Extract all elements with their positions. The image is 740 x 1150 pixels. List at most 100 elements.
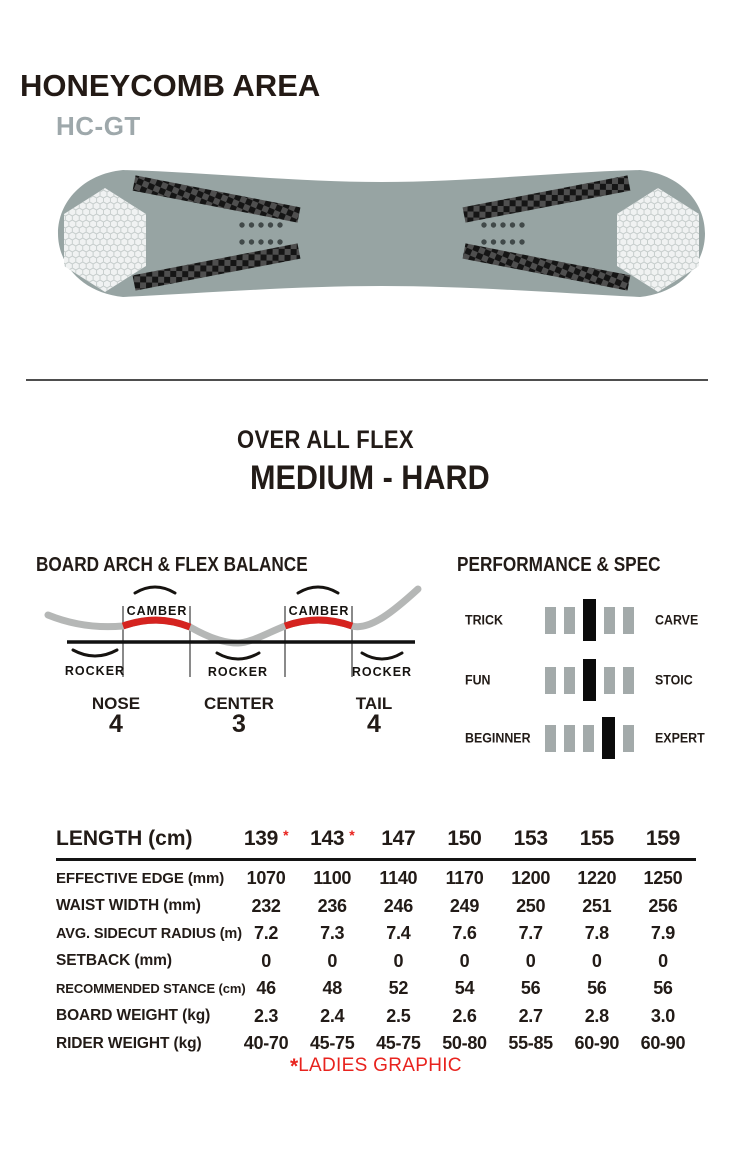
length-column-159: 159 xyxy=(630,827,696,851)
footnote-text: LADIES GRAPHIC xyxy=(298,1055,462,1076)
length-column-147: 147 xyxy=(365,827,431,851)
row-value: 1200 xyxy=(511,868,551,889)
snowboard-graphic xyxy=(58,170,705,297)
row-value: 48 xyxy=(322,978,343,999)
length-column-143: 143 * xyxy=(299,827,365,851)
row-value: 0 xyxy=(327,950,338,971)
row-value: 7.2 xyxy=(254,923,279,944)
row-label: RIDER WEIGHT (kg) xyxy=(56,1034,202,1052)
row-value: 2.6 xyxy=(452,1005,477,1026)
scale-bar xyxy=(545,666,556,694)
overall-flex-value: MEDIUM - HARD xyxy=(250,459,490,497)
row-value: 7.9 xyxy=(650,923,675,944)
scale-bar xyxy=(623,724,634,752)
insert-hole-dot xyxy=(481,239,487,245)
row-value: 0 xyxy=(525,950,536,971)
scale-bar xyxy=(545,724,556,752)
scale-bar xyxy=(623,666,634,694)
camber-label: CAMBER xyxy=(289,604,350,618)
camber-arc-icon xyxy=(133,585,177,595)
insert-hole-dot xyxy=(248,222,255,228)
arch-section-value-center: 3 xyxy=(232,710,246,738)
scale-bar xyxy=(564,606,575,634)
spec-table-header: LENGTH (cm) 139 * 143 * 147 150 153 155 159 xyxy=(56,827,696,861)
row-value: 60-90 xyxy=(574,1033,620,1054)
scale-bar xyxy=(604,666,615,694)
length-value: 153 xyxy=(513,827,548,850)
scale-bar xyxy=(564,666,575,694)
insert-holes xyxy=(239,222,525,245)
row-label: RECOMMENDED STANCE (cm) xyxy=(56,981,246,997)
table-row: SETBACK (mm) 0 0 0 0 0 0 0 xyxy=(56,948,696,976)
camber-highlight-tail xyxy=(283,616,354,630)
insert-hole-dot xyxy=(258,222,264,228)
insert-hole-dot xyxy=(490,239,497,245)
performance-right-label: STOIC xyxy=(655,672,693,688)
row-value: 246 xyxy=(383,895,413,916)
row-value: 56 xyxy=(653,978,673,999)
camber-label: CAMBER xyxy=(127,604,188,618)
row-label: BOARD WEIGHT (kg) xyxy=(56,1007,211,1025)
model-name: HC-GT xyxy=(56,111,141,141)
length-column-153: 153 xyxy=(498,827,564,851)
table-row: BOARD WEIGHT (kg) 2.3 2.4 2.5 2.6 2.7 2.8 3.0 xyxy=(56,1003,696,1031)
row-value: 1140 xyxy=(379,868,418,889)
row-value: 7.7 xyxy=(518,923,543,944)
row-value: 45-75 xyxy=(309,1033,355,1054)
length-value: 150 xyxy=(447,827,482,850)
section-divider xyxy=(26,379,708,381)
performance-row-trick: TRICK CARVE xyxy=(0,598,740,642)
row-value: 7.6 xyxy=(452,923,477,944)
table-row: RIDER WEIGHT (kg) 40-70 45-75 45-75 50-80 55-… xyxy=(56,1030,696,1058)
table-row: EFFECTIVE EDGE (mm) 1070 1100 1140 1170 1200 1… xyxy=(56,865,696,893)
length-column-155: 155 xyxy=(564,827,630,851)
insert-hole-dot xyxy=(239,222,245,228)
row-value: 1250 xyxy=(643,868,683,889)
row-value: 249 xyxy=(449,895,480,916)
arch-section-name-nose: NOSE xyxy=(91,694,141,713)
performance-left-label: BEGINNER xyxy=(465,730,531,746)
rocker-arc-icon xyxy=(360,651,404,661)
insert-hole-dot xyxy=(500,239,506,245)
row-value: 55-85 xyxy=(508,1033,553,1054)
insert-hole-dot xyxy=(481,222,487,228)
insert-hole-dot xyxy=(519,239,525,245)
arch-section-title: BOARD ARCH & FLEX BALANCE xyxy=(36,554,308,576)
row-value: 3.0 xyxy=(650,1005,675,1026)
spec-table: LENGTH (cm) 139 * 143 * 147 150 153 155 159 EFFE… xyxy=(56,827,696,1058)
length-value: 155 xyxy=(579,827,614,850)
row-value: 7.3 xyxy=(320,923,345,944)
insert-hole-dot xyxy=(267,239,274,245)
row-value: 1070 xyxy=(246,868,286,889)
page-title: HONEYCOMB AREA xyxy=(20,68,321,103)
performance-right-label: CARVE xyxy=(655,612,699,628)
row-value: 60-90 xyxy=(640,1033,686,1054)
insert-hole-dot xyxy=(519,222,525,228)
performance-scale xyxy=(545,598,634,642)
insert-hole-dot xyxy=(490,222,497,228)
row-value: 46 xyxy=(256,978,276,999)
insert-hole-dot xyxy=(248,239,255,245)
row-value: 232 xyxy=(251,895,281,916)
arc-marks xyxy=(71,585,404,661)
row-value: 40-70 xyxy=(243,1033,289,1054)
row-value: 0 xyxy=(393,950,404,971)
length-value: 159 xyxy=(645,827,680,850)
spec-table-body: EFFECTIVE EDGE (mm) 1070 1100 1140 1170 1200 1… xyxy=(56,861,696,1058)
row-value: 251 xyxy=(582,895,612,916)
arch-section-name-center: CENTER xyxy=(204,694,274,713)
table-row: WAIST WIDTH (mm) 232 236 246 249 250 251 256 xyxy=(56,893,696,921)
rocker-label: ROCKER xyxy=(352,665,412,679)
length-value: 143 xyxy=(310,827,345,850)
row-value: 50-80 xyxy=(442,1033,487,1054)
arch-section-name-tail: TAIL xyxy=(355,694,393,713)
row-value: 2.8 xyxy=(584,1005,609,1026)
scale-bar xyxy=(604,606,615,634)
insert-hole-dot xyxy=(509,239,516,245)
row-label: WAIST WIDTH (mm) xyxy=(56,897,201,915)
row-value: 0 xyxy=(261,950,271,971)
row-value: 54 xyxy=(454,978,475,999)
footnote-asterisk-icon: * xyxy=(290,1055,299,1078)
performance-row-fun: FUN STOIC xyxy=(0,658,740,702)
row-value: 2.4 xyxy=(320,1005,345,1026)
